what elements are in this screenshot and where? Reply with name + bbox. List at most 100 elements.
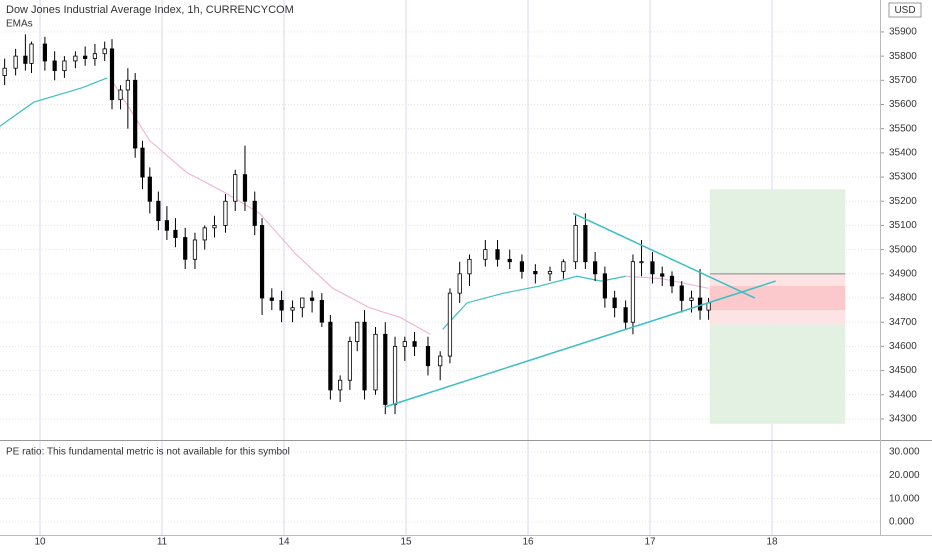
- candle-body: [495, 249, 500, 260]
- trendline: [385, 280, 776, 408]
- candle-body: [328, 321, 333, 391]
- y-tick-label: 35600: [889, 99, 917, 110]
- y-tick-label: 35800: [889, 51, 917, 62]
- candle-body: [156, 200, 161, 222]
- candle-body: [447, 292, 453, 357]
- y-tick-label: 35900: [889, 27, 917, 38]
- candle-body: [23, 55, 28, 64]
- y-tick-label: 34900: [889, 268, 917, 279]
- candle-body: [309, 297, 315, 301]
- candle-body: [412, 341, 417, 347]
- candle-body: [223, 200, 228, 226]
- y-tick-label: 34800: [889, 293, 917, 304]
- candle-body: [118, 89, 123, 101]
- candle-body: [92, 53, 98, 59]
- chart-subtitle: EMAs: [6, 19, 33, 30]
- candle-body: [133, 79, 138, 149]
- candle-body: [42, 43, 47, 62]
- y-tick-label: 34300: [889, 414, 917, 425]
- candle-body: [125, 79, 130, 91]
- candle-body: [547, 271, 553, 275]
- candle-body: [183, 237, 188, 260]
- candle-body: [457, 273, 462, 294]
- candle-body: [290, 307, 295, 311]
- candle-body: [319, 300, 324, 323]
- x-tick-label: 11: [157, 537, 168, 548]
- candle-body: [164, 220, 169, 231]
- candle-body: [533, 271, 538, 275]
- y-tick-label: 35100: [889, 220, 917, 231]
- candle-body: [383, 333, 388, 405]
- candle-body: [573, 225, 578, 263]
- candle-body: [52, 60, 57, 72]
- candle-body: [561, 261, 566, 272]
- x-tick-label: 14: [278, 537, 290, 548]
- candle-body: [483, 249, 488, 260]
- x-tick-label: 16: [522, 537, 534, 548]
- y-tick-label: 30.000: [889, 447, 920, 458]
- candle-body: [706, 302, 711, 311]
- y-tick-label: 20.000: [889, 470, 920, 481]
- position-zone: [709, 285, 846, 311]
- candle-body: [467, 258, 472, 275]
- y-tick-label: 34600: [889, 341, 917, 352]
- candle-body: [362, 321, 367, 391]
- candle-body: [192, 239, 198, 260]
- candle-body: [612, 297, 617, 309]
- candle-body: [697, 297, 703, 311]
- candle-body: [259, 225, 265, 299]
- candle-body: [29, 43, 34, 64]
- x-tick-label: 18: [766, 537, 778, 548]
- candle-body: [392, 345, 398, 405]
- candle-body: [102, 48, 107, 55]
- candle-body: [300, 297, 305, 309]
- position-zone: [709, 324, 846, 424]
- candle-body: [355, 321, 360, 342]
- candle-body: [660, 273, 665, 277]
- candle-body: [689, 297, 694, 301]
- candle-body: [62, 60, 67, 72]
- candle-body: [73, 55, 78, 62]
- x-tick-label: 15: [400, 537, 412, 548]
- candle-body: [83, 55, 88, 59]
- candle-body: [2, 67, 7, 76]
- trendline: [572, 212, 756, 299]
- candle-body: [212, 225, 217, 229]
- currency[interactable]: USD: [894, 5, 915, 16]
- candle-body: [623, 307, 628, 323]
- candle-body: [147, 176, 152, 202]
- ema-line: [442, 275, 626, 330]
- candle-body: [425, 345, 431, 367]
- candle-body: [242, 174, 248, 202]
- y-tick-label: 34500: [889, 365, 917, 376]
- lower-panel-text: PE ratio: This fundamental metric is not…: [6, 447, 290, 458]
- y-tick-label: 10.000: [889, 493, 920, 504]
- candle-body: [233, 174, 238, 202]
- candle-body: [373, 333, 378, 391]
- candle-body: [279, 300, 284, 311]
- candle-body: [438, 355, 443, 367]
- candle-body: [140, 147, 145, 178]
- y-tick-label: 34700: [889, 317, 917, 328]
- y-tick-label: 0.000: [889, 517, 914, 528]
- candle-body: [650, 261, 655, 275]
- candle-body: [669, 275, 675, 287]
- currency-box[interactable]: [888, 2, 922, 18]
- candle-body: [630, 261, 636, 323]
- candle-body: [507, 258, 512, 263]
- candle-body: [679, 285, 684, 301]
- candle-body: [583, 225, 588, 263]
- y-tick-label: 35000: [889, 244, 917, 255]
- chart-title: Dow Jones Industrial Average Index, 1h, …: [6, 4, 294, 16]
- candle-body: [13, 55, 18, 69]
- candle-body: [338, 379, 343, 391]
- candle-body: [402, 341, 407, 347]
- y-tick-label: 35400: [889, 148, 917, 159]
- ema-line: [0, 77, 108, 127]
- ema-line: [112, 82, 431, 335]
- candle-body: [173, 229, 178, 238]
- candle-body: [109, 48, 115, 101]
- x-tick-label: 10: [34, 537, 46, 548]
- y-tick-label: 34400: [889, 389, 917, 400]
